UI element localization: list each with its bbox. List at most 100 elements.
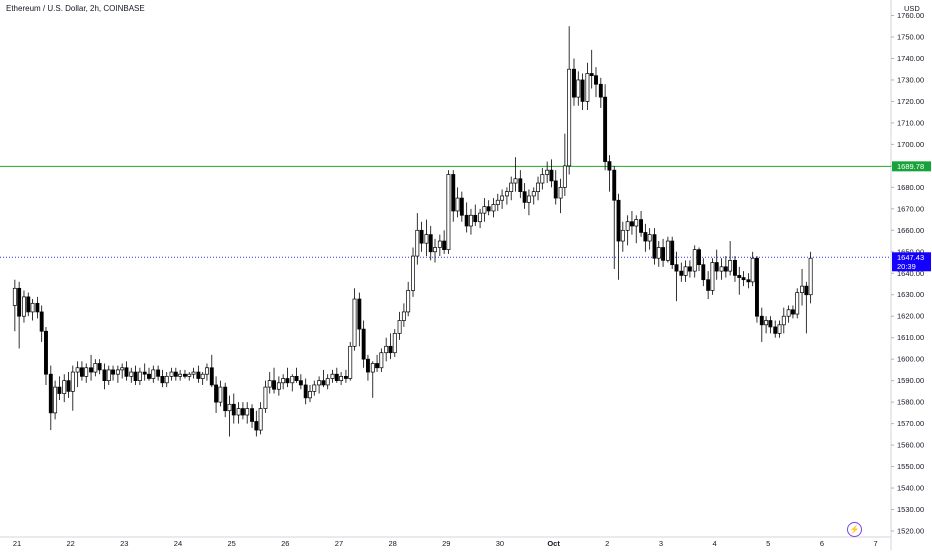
candle-body [433, 247, 437, 253]
candle-body [549, 169, 554, 182]
candle-body [545, 169, 550, 175]
candle-body [687, 266, 692, 272]
candle-body [562, 165, 567, 188]
candle-body [764, 320, 769, 326]
price-axis-area[interactable] [891, 0, 932, 550]
resistance-price-badge [892, 161, 931, 172]
candle-body [70, 371, 75, 392]
x-tick-label: Oct [547, 539, 560, 548]
candle-body [800, 285, 804, 293]
candle-body [240, 408, 245, 416]
y-tick-label: 1700.00 [897, 140, 924, 149]
candle-body [424, 234, 429, 244]
candle-body [594, 75, 598, 85]
candle-body [379, 352, 384, 369]
candle-body [75, 367, 80, 373]
candle-body [741, 277, 746, 281]
candle-body [491, 204, 496, 212]
y-tick-label: 1670.00 [897, 204, 924, 213]
candle-body [178, 373, 183, 377]
candle-body [808, 257, 813, 296]
candle-body [330, 373, 335, 379]
candle-body [692, 249, 697, 272]
candle-body [647, 234, 652, 242]
candle-body [231, 403, 236, 416]
candle-body [339, 376, 344, 382]
candle-body [656, 247, 661, 259]
candle-body [151, 369, 156, 379]
y-tick-label: 1710.00 [897, 118, 924, 127]
candle-body [683, 266, 688, 276]
y-tick-label: 1680.00 [897, 183, 924, 192]
candle-body [486, 206, 491, 212]
candle-body [629, 221, 634, 227]
y-tick-label: 1640.00 [897, 269, 924, 278]
candle-body [298, 380, 303, 386]
candle-body [129, 371, 134, 377]
candle-body [35, 302, 40, 313]
candle-body [437, 240, 442, 248]
chart-title: Ethereum / U.S. Dollar, 2h, COINBASE [6, 4, 145, 13]
x-tick-label: 21 [13, 539, 21, 548]
candle-body [209, 367, 214, 386]
x-tick-label: 2 [605, 539, 609, 548]
candle-body [598, 83, 603, 98]
candle-body [276, 382, 281, 390]
candle-body [661, 247, 666, 261]
y-tick-label: 1540.00 [897, 484, 924, 493]
candle-body [513, 178, 518, 184]
candle-body [133, 371, 138, 382]
candle-body [442, 240, 447, 250]
candle-body [679, 270, 684, 276]
candle-body [375, 363, 380, 369]
candle-body [620, 229, 625, 242]
y-tick-label: 1610.00 [897, 333, 924, 342]
candle-body [459, 197, 464, 216]
candle-body [473, 214, 478, 223]
candle-body [567, 68, 572, 167]
candle-body [160, 376, 165, 384]
x-tick-label: 25 [227, 539, 235, 548]
x-tick-label: 27 [335, 539, 343, 548]
candle-body [781, 315, 786, 326]
candle-body [254, 421, 259, 431]
lightning-icon[interactable]: ⚡ [847, 522, 862, 537]
y-tick-label: 1600.00 [897, 355, 924, 364]
candle-body [714, 262, 719, 272]
y-tick-label: 1750.00 [897, 33, 924, 42]
candle-body [522, 191, 527, 203]
candle-body [183, 373, 187, 377]
candle-body [62, 380, 67, 394]
candle-body [401, 311, 406, 321]
candle-body [585, 73, 590, 102]
candle-body [53, 386, 58, 414]
y-tick-label: 1660.00 [897, 226, 924, 235]
x-tick-label: 5 [766, 539, 770, 548]
candle-body [746, 279, 751, 283]
candle-body [768, 320, 773, 328]
candle-body [334, 373, 339, 382]
candle-body [786, 309, 791, 317]
last-price-badge [892, 252, 931, 272]
resistance-price-label: 1689.78 [897, 162, 924, 171]
candle-body [97, 363, 102, 371]
candle-body [719, 266, 724, 272]
candle-body [120, 367, 125, 371]
candle-body [156, 369, 161, 377]
candle-body [553, 180, 558, 199]
candle-body [250, 408, 254, 422]
candle-body [48, 373, 53, 414]
candle-body [455, 197, 460, 212]
candle-body [701, 264, 706, 281]
candle-body [509, 182, 514, 192]
candle-body [446, 174, 451, 250]
candle-body [294, 376, 299, 382]
candle-body [500, 195, 505, 201]
candle-body [79, 367, 84, 377]
candle-body [804, 285, 809, 296]
candle-body [290, 376, 295, 384]
candle-body [312, 384, 317, 392]
candle-body [66, 380, 71, 392]
